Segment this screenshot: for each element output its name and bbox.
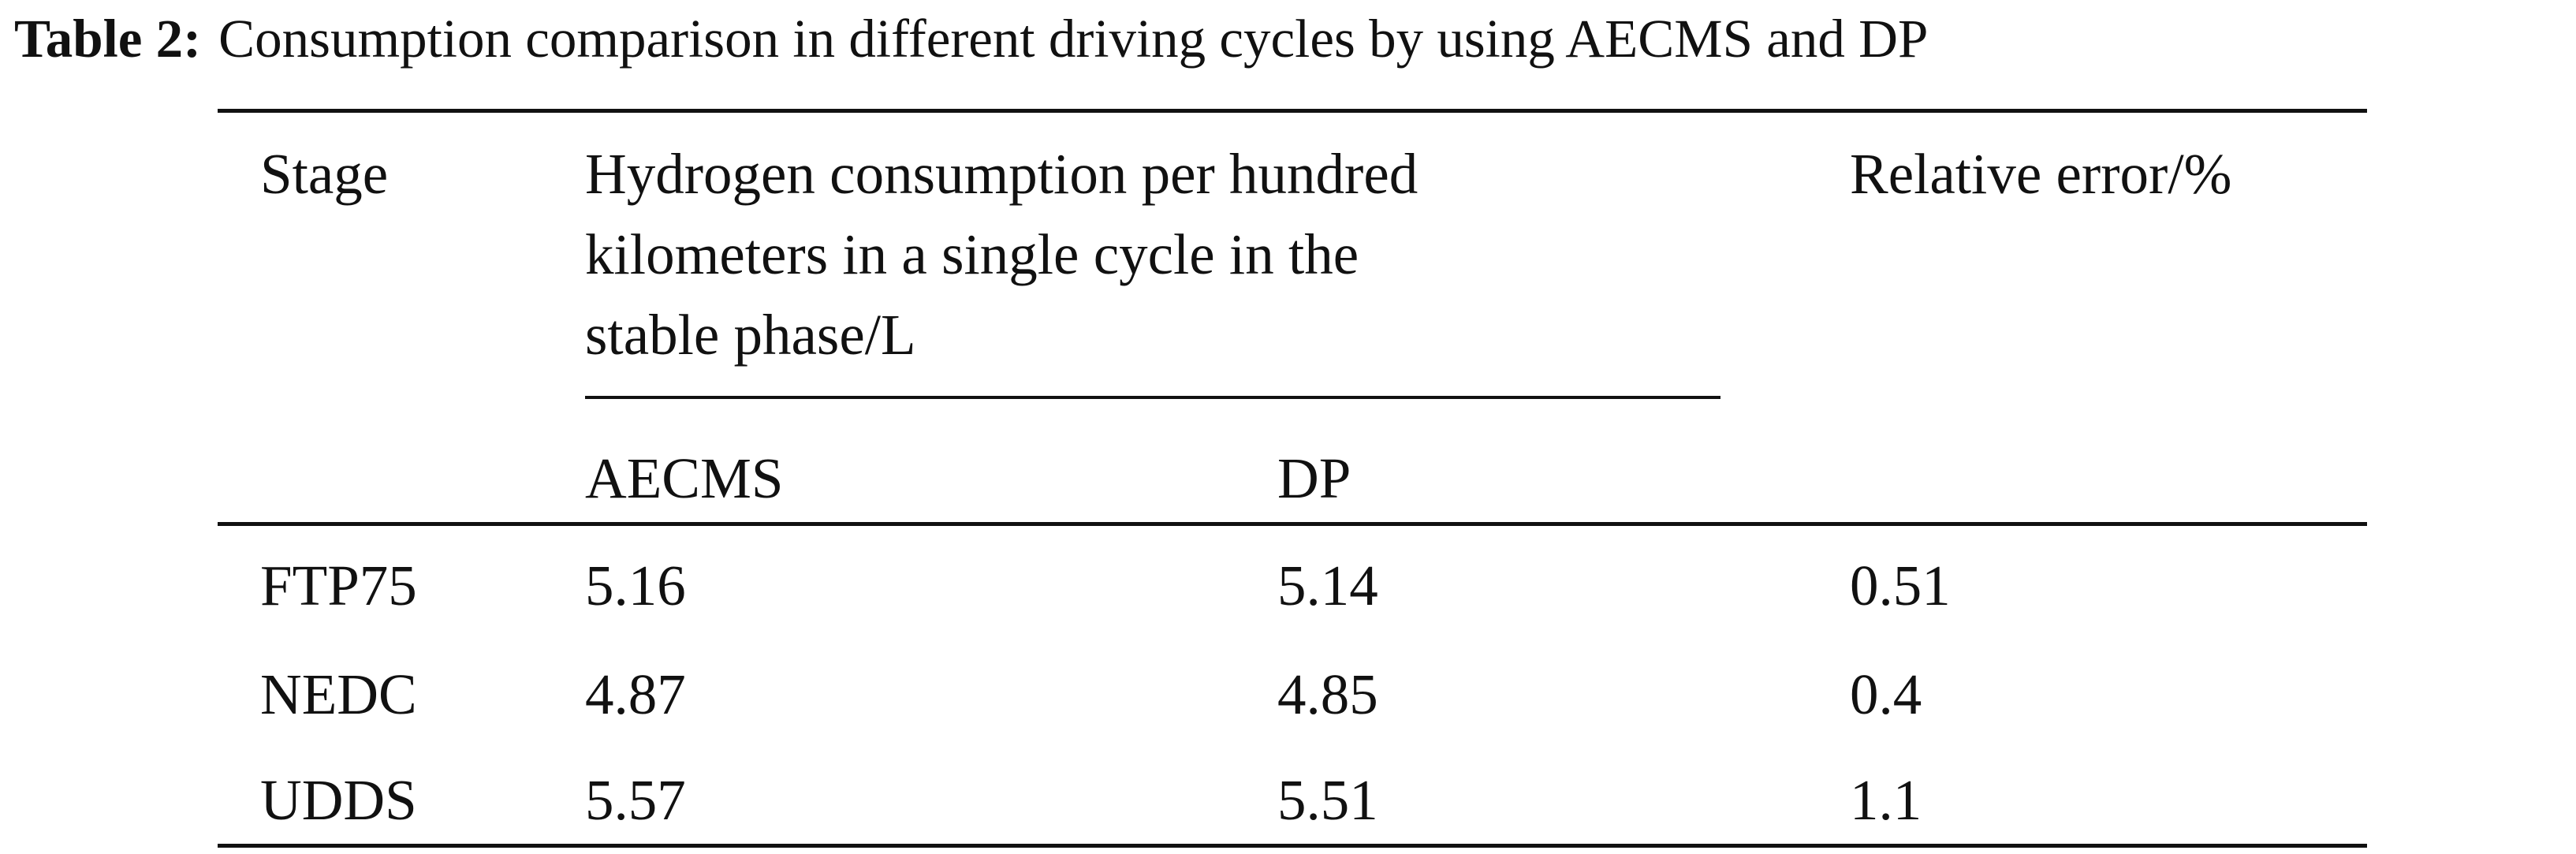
header-relative-error: Relative error/% <box>1850 142 2232 206</box>
row-ftp75-aecms: 5.16 <box>585 554 686 617</box>
row-nedc-dp: 4.85 <box>1277 662 1378 726</box>
subheader-dp: DP <box>1277 446 1351 510</box>
header-consumption: Hydrogen consumption per hundred kilomet… <box>585 134 1705 375</box>
row-nedc-error: 0.4 <box>1850 662 1922 726</box>
caption-text: Consumption comparison in different driv… <box>218 9 1929 69</box>
row-nedc-stage: NEDC <box>260 662 417 726</box>
bottom-rule <box>218 844 2367 848</box>
row-ftp75-dp: 5.14 <box>1277 554 1378 617</box>
group-rule <box>585 396 1720 399</box>
header-consumption-line-1: Hydrogen consumption per hundred <box>585 142 1418 206</box>
row-ftp75-error: 0.51 <box>1850 554 1951 617</box>
row-nedc-aecms: 4.87 <box>585 662 686 726</box>
mid-rule <box>218 522 2367 526</box>
row-udds-error: 1.1 <box>1850 768 1922 832</box>
row-udds-aecms: 5.57 <box>585 768 686 832</box>
top-rule <box>218 109 2367 113</box>
header-consumption-line-3: stable phase/L <box>585 303 916 367</box>
row-ftp75-stage: FTP75 <box>260 554 417 617</box>
row-udds-stage: UDDS <box>260 768 417 832</box>
table-caption: Table 2: Consumption comparison in differ… <box>14 3 1928 74</box>
header-stage: Stage <box>260 142 389 206</box>
subheader-aecms: AECMS <box>585 446 784 510</box>
row-udds-dp: 5.51 <box>1277 768 1378 832</box>
table-label: Table 2: <box>14 9 202 69</box>
header-consumption-line-2: kilometers in a single cycle in the <box>585 222 1359 286</box>
